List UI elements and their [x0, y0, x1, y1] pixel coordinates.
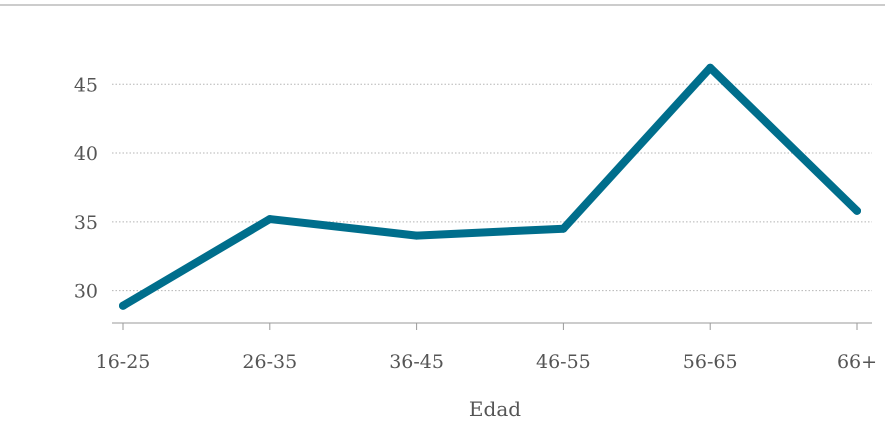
data-point: [853, 206, 861, 215]
x-tick-label: 36-45: [389, 351, 444, 373]
data-point: [412, 231, 421, 240]
grid-lines: [112, 83, 872, 292]
x-tick-label: 16-25: [96, 351, 151, 373]
data-point: [559, 224, 568, 233]
series-layer: [119, 63, 861, 310]
data-point: [706, 63, 715, 72]
data-point: [265, 215, 274, 224]
x-axis-title: Edad: [469, 397, 521, 421]
x-axis-ticks: 16-25 26-35 36-45 46-55 56-65 66+: [96, 323, 877, 373]
series-line: [119, 63, 861, 310]
x-tick-label: 66+: [837, 351, 877, 373]
y-tick-label: 30: [74, 281, 98, 303]
x-tick-label: 46-55: [536, 351, 591, 373]
data-point: [119, 301, 127, 310]
y-axis-ticks: 30 35 40 45: [74, 74, 98, 302]
x-tick-label: 26-35: [242, 351, 297, 373]
y-tick-label: 40: [74, 143, 98, 165]
y-tick-label: 35: [74, 212, 98, 234]
y-tick-label: 45: [74, 74, 98, 96]
x-tick-label: 56-65: [683, 351, 738, 373]
